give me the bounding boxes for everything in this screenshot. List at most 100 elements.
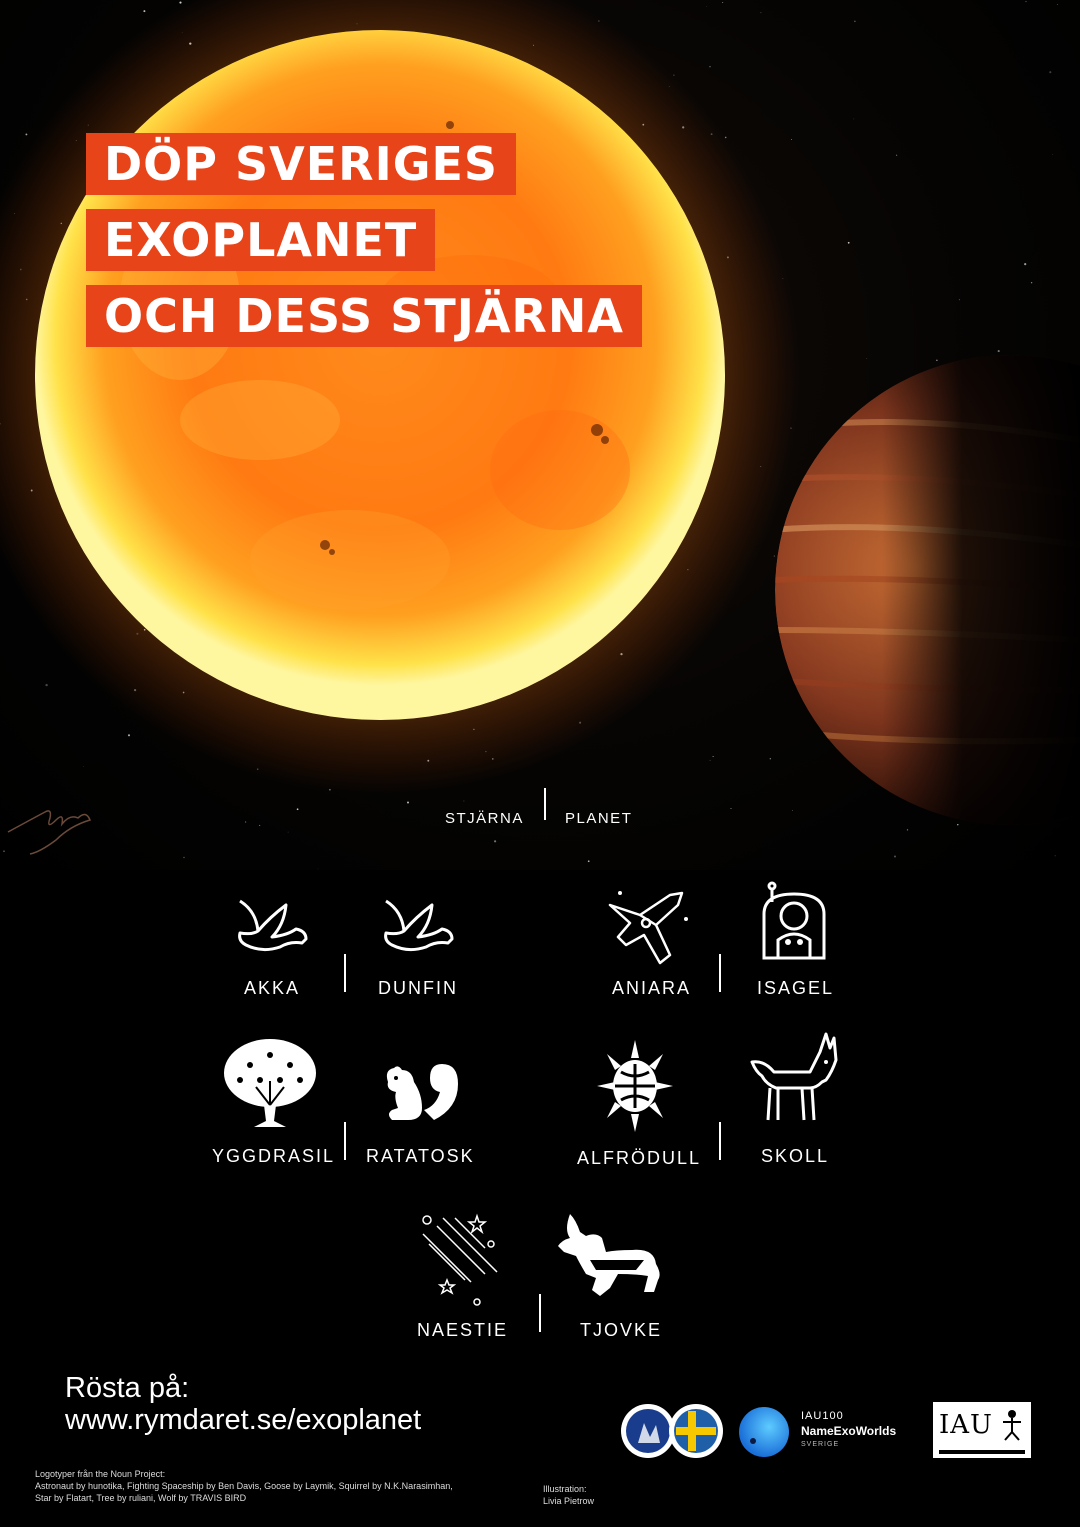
background-star	[287, 831, 289, 833]
iau-logo-bar	[939, 1450, 1025, 1454]
illustration-credit: Illustration: Livia Pietrow	[543, 1483, 594, 1507]
background-star	[936, 359, 938, 361]
background-star	[244, 821, 247, 823]
shooting-stars-icon	[422, 1213, 498, 1306]
background-star	[773, 555, 775, 557]
background-star	[1030, 282, 1033, 284]
background-star	[407, 801, 409, 804]
reindeer-icon	[558, 1214, 660, 1296]
swedish-astronomical-society-logo	[621, 1404, 675, 1458]
sverige-label: SVERIGE	[801, 1441, 840, 1448]
goose-icon	[384, 899, 454, 952]
icon-credits: Logotyper från the Noun Project: Astrona…	[35, 1468, 453, 1504]
background-star	[1054, 855, 1056, 857]
background-star	[722, 2, 724, 3]
category-divider	[544, 788, 546, 820]
sweden-flag-logo	[669, 1404, 723, 1458]
background-star	[143, 10, 146, 13]
background-star	[296, 808, 299, 811]
name-akka: AKKA	[244, 978, 301, 998]
iau-logo: IAU	[933, 1402, 1031, 1458]
background-star	[3, 850, 5, 853]
name-alfrodull: ALFRÖDULL	[577, 1148, 702, 1168]
pair-divider	[344, 1122, 346, 1160]
name-tjovke: TJOVKE	[580, 1320, 663, 1340]
background-star	[997, 350, 1000, 353]
astronaut-icon	[762, 881, 826, 960]
iau-logo-text: IAU	[939, 1410, 993, 1440]
background-star	[709, 759, 711, 761]
category-star-label: STJÄRNA	[445, 810, 524, 827]
tree-icon	[224, 1039, 316, 1127]
illustrator-name: Livia Pietrow	[543, 1496, 595, 1506]
background-star	[957, 824, 959, 826]
background-star	[82, 766, 84, 767]
background-star	[895, 154, 898, 156]
background-star	[906, 829, 909, 831]
name-ratatosk: RATATOSK	[366, 1146, 475, 1166]
iau-figure-icon	[1003, 1410, 1021, 1441]
name-yggdrasil: YGGDRASIL	[212, 1146, 336, 1166]
background-star	[706, 6, 708, 8]
background-star	[259, 824, 261, 826]
background-star	[792, 810, 793, 811]
background-star	[854, 20, 856, 23]
credits-line-2: Star by Flatart, Tree by ruliani, Wolf b…	[35, 1493, 247, 1503]
background-star	[587, 860, 590, 863]
wolf-icon	[750, 1032, 838, 1121]
background-star	[179, 1, 182, 4]
background-star	[45, 683, 48, 687]
background-star	[1049, 71, 1052, 74]
background-star	[847, 241, 850, 244]
vote-url-link[interactable]: www.rymdaret.se/exoplanet	[65, 1404, 422, 1436]
background-star	[463, 800, 465, 802]
name-aniara: ANIARA	[612, 978, 692, 998]
background-star	[853, 118, 855, 120]
headline-line-3: OCH DESS STJÄRNA	[86, 285, 642, 347]
background-star	[958, 299, 960, 301]
background-star	[25, 133, 28, 136]
goose-icon	[238, 899, 308, 952]
background-star	[712, 755, 714, 758]
nameexoworlds-globe-logo	[739, 1407, 789, 1457]
background-star	[760, 12, 762, 14]
name-isagel: ISAGEL	[757, 978, 835, 998]
pair-divider	[344, 954, 346, 992]
background-star	[569, 820, 571, 821]
background-star	[1056, 4, 1058, 5]
background-star	[317, 868, 319, 870]
pair-divider	[539, 1294, 541, 1332]
pair-divider	[719, 954, 721, 992]
background-star	[769, 758, 771, 760]
credits-heading: Logotyper från the Noun Project:	[35, 1469, 166, 1479]
nameexoworlds-label: NameExoWorlds	[801, 1424, 897, 1438]
name-naestie: NAESTIE	[417, 1320, 509, 1340]
pair-divider	[719, 1122, 721, 1160]
headline-line-2: EXOPLANET	[86, 209, 436, 271]
category-planet-label: PLANET	[565, 810, 633, 827]
credits-line-1: Astronaut by hunotika, Fighting Spaceshi…	[35, 1481, 453, 1491]
headline-line-1: DÖP SVERIGES	[86, 133, 517, 195]
background-star	[1024, 263, 1027, 266]
background-star	[730, 808, 732, 809]
background-star	[1052, 154, 1054, 156]
background-star	[894, 855, 896, 858]
background-star	[709, 65, 711, 68]
background-star	[183, 856, 185, 859]
background-star	[494, 840, 497, 843]
squirrel-icon	[386, 1064, 458, 1120]
background-star	[790, 138, 792, 140]
name-dunfin: DUNFIN	[378, 978, 458, 998]
sun-icon	[597, 1040, 673, 1132]
background-star	[866, 358, 868, 359]
artist-signature	[7, 810, 92, 855]
iau100-label: IAU100	[801, 1410, 844, 1422]
background-star	[127, 734, 131, 737]
space-illustration	[0, 0, 1080, 870]
illustration-label: Illustration:	[543, 1484, 587, 1494]
vote-title: Rösta på:	[65, 1372, 190, 1404]
background-star	[1025, 1, 1027, 3]
spaceship-icon	[608, 891, 688, 965]
name-skoll: SKOLL	[761, 1146, 830, 1166]
